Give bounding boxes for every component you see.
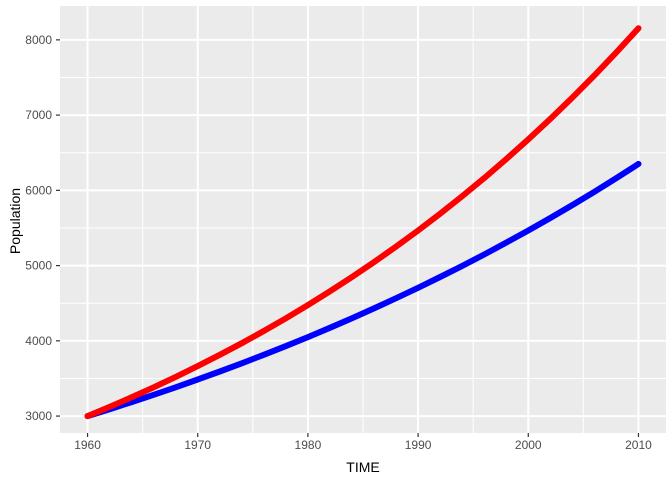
x-tick-label: 2000 xyxy=(515,438,542,452)
y-axis-title: Population xyxy=(7,187,23,255)
y-tick-label: 8000 xyxy=(25,33,52,47)
y-tick-label: 5000 xyxy=(25,259,52,273)
y-tick-label: 6000 xyxy=(25,183,52,197)
x-tick-label: 1970 xyxy=(184,438,211,452)
x-axis-title: TIME xyxy=(346,459,380,475)
y-tick-label: 3000 xyxy=(25,409,52,423)
x-tick-label: 1980 xyxy=(295,438,322,452)
x-tick-label: 1990 xyxy=(405,438,432,452)
y-tick-label: 4000 xyxy=(25,334,52,348)
blue-slower-growth-line xyxy=(84,160,642,420)
x-tick-label: 2010 xyxy=(625,438,652,452)
x-tick-label: 1960 xyxy=(74,438,101,452)
red-faster-growth-line xyxy=(84,25,642,420)
y-tick-label: 7000 xyxy=(25,108,52,122)
